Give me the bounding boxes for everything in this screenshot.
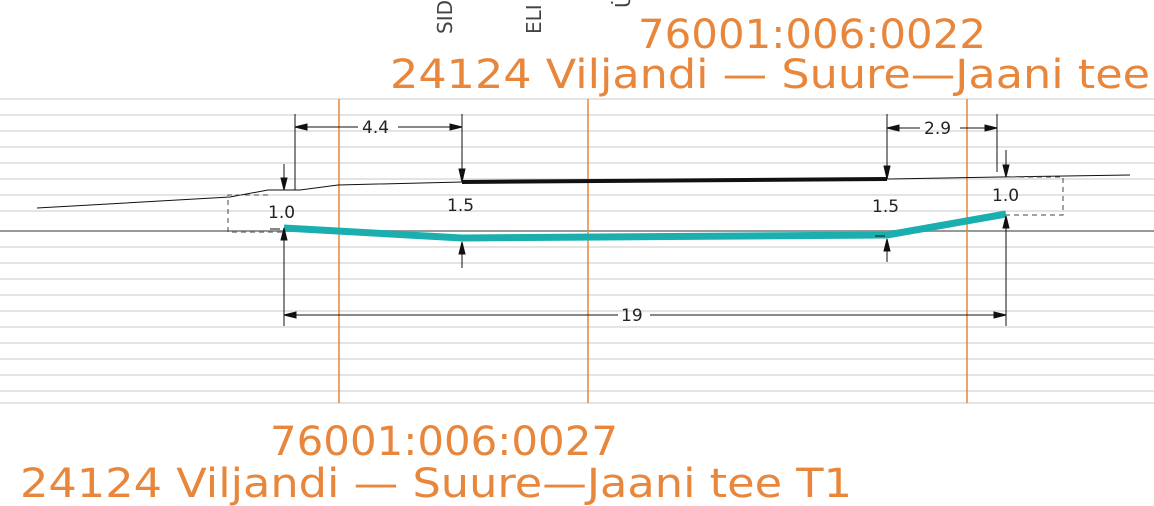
parcel-boundaries — [338, 99, 968, 403]
dimension-right-offset — [883, 114, 998, 180]
rotated-label-sid: SID — [433, 0, 457, 34]
rotated-label-eli: ELI — [522, 4, 546, 34]
dim-total-width-label: 19 — [621, 306, 643, 326]
right-dashed-box — [1006, 176, 1064, 216]
ground-line — [36, 174, 1131, 209]
dimension-total-width — [283, 311, 1007, 319]
dim-left-offset-label: 4.4 — [362, 118, 389, 138]
road-surface — [461, 177, 888, 184]
dim-right-inner-depth-label: 1.5 — [872, 197, 899, 217]
left-dashed-box — [227, 194, 284, 233]
depth-markers — [270, 150, 1010, 326]
cross-section-line — [283, 210, 1007, 242]
grid-lines — [0, 98, 1154, 404]
parcel-top-id: 76001:006:0022 — [638, 12, 986, 58]
dim-left-depth-label: 1.0 — [268, 203, 295, 223]
parcel-bottom-id: 76001:006:0027 — [270, 419, 618, 465]
parcel-top-name: 24124 Viljandi — Suure—Jaani tee — [390, 52, 1150, 98]
parcel-bottom-name: 24124 Viljandi — Suure—Jaani tee T1 — [20, 461, 852, 506]
dimension-left-offset — [294, 114, 466, 190]
rotated-label-u: Ü — [611, 0, 635, 8]
dim-right-offset-label: 2.9 — [924, 119, 951, 139]
dim-left-inner-depth-label: 1.5 — [447, 196, 474, 216]
dim-right-depth-label: 1.0 — [992, 186, 1019, 206]
